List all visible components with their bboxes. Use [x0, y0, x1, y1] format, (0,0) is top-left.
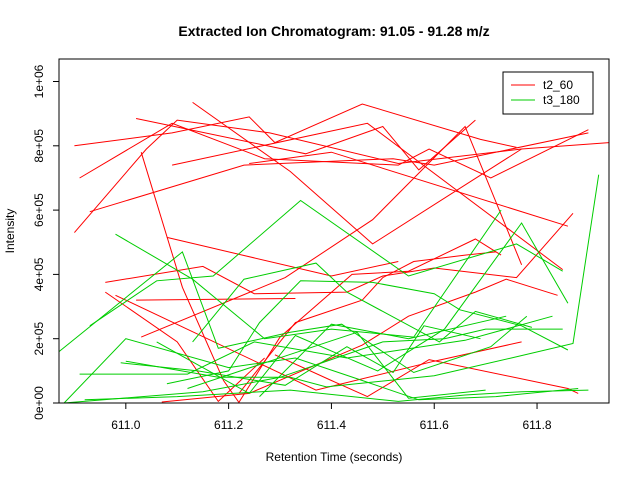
- legend-label-t2_60: t2_60: [543, 78, 573, 92]
- series-t2_60-trace-16: [136, 298, 296, 301]
- series-t3_180-trace-3: [115, 209, 502, 340]
- series-t2_60: [74, 101, 609, 403]
- series-t2_60-trace-12: [140, 152, 502, 403]
- series-t2_60-trace-8: [89, 132, 589, 213]
- series-t3_180-trace-12: [64, 328, 563, 403]
- series-t3_180-trace-2: [89, 199, 563, 327]
- axes-layer: 611.0 611.2 611.4 611.6 611.8 0e+00 2e+05 4e+05…: [32, 64, 552, 432]
- series-t3_180-trace-5: [63, 338, 579, 403]
- series-t3_180-trace-8: [192, 262, 533, 343]
- series-t2_60-trace-5: [192, 101, 522, 245]
- chart-title: Extracted Ion Chromatogram: 91.05 - 91.2…: [178, 23, 489, 39]
- series-t3_180-trace-14: [259, 315, 507, 397]
- series-t2_60-trace-6: [249, 151, 569, 227]
- series-t2_60-trace-17: [238, 251, 496, 394]
- y-tick-label: 2e+05: [32, 322, 46, 356]
- y-tick-label: 0e+00: [32, 386, 46, 420]
- series-t2_60-trace-9: [141, 125, 523, 338]
- x-tick-label: 611.8: [522, 418, 551, 432]
- series-t2_60-trace-13: [105, 212, 574, 295]
- legend-box: [502, 71, 594, 115]
- x-tick-label: 611.4: [317, 418, 346, 432]
- y-tick-label: 4e+05: [32, 257, 46, 291]
- series-t3_180-trace-1: [59, 251, 528, 374]
- series-t3_180-trace-6: [120, 325, 481, 386]
- y-tick-label: 8e+05: [32, 129, 46, 163]
- series-t2_60-trace-7: [171, 122, 563, 271]
- series-t3_180-trace-7: [125, 174, 600, 388]
- series-t2_60-trace-15: [166, 236, 399, 277]
- legend-label-t3_180: t3_180: [543, 93, 580, 107]
- series-t2_60-trace-3: [79, 122, 589, 179]
- y-axis-label: Intensity: [3, 209, 17, 254]
- x-axis-label: Retention Time (seconds): [266, 450, 403, 464]
- series-t3_180: [59, 174, 600, 403]
- series-layer: [59, 101, 609, 403]
- series-t3_180-trace-10: [156, 222, 569, 395]
- y-tick-label: 1e+06: [32, 64, 46, 98]
- y-tick-label: 6e+05: [32, 193, 46, 227]
- series-t3_180-trace-13: [187, 331, 486, 399]
- plot-frame: [58, 58, 610, 404]
- series-t3_180-trace-11: [84, 389, 589, 402]
- x-tick-label: 611.6: [420, 418, 449, 432]
- x-tick-label: 611.0: [111, 418, 140, 432]
- series-t2_60-trace-11: [105, 291, 265, 403]
- x-tick-label: 611.2: [214, 418, 243, 432]
- series-t3_180-trace-4: [79, 315, 553, 375]
- series-t3_180-trace-9: [166, 280, 569, 385]
